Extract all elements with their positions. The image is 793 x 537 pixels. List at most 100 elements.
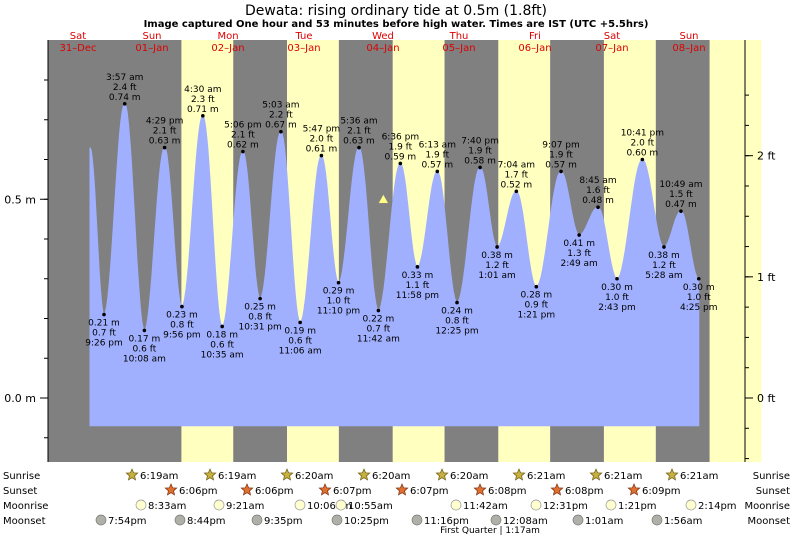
high-tide-feet: 2.2 ft <box>269 111 293 121</box>
moonrise-icon <box>605 499 617 511</box>
low-tide-metres: 0.17 m <box>129 334 161 344</box>
moonrise-time: 12:31pm <box>543 501 588 512</box>
sunset-time: 6:06pm <box>179 486 218 497</box>
day-name: Sat <box>604 31 620 42</box>
low-tide-feet: 0.8 ft <box>445 317 469 327</box>
high-tide-feet: 1.5 ft <box>669 190 693 200</box>
sunset-time: 6:06pm <box>255 486 294 497</box>
high-tide-point <box>319 153 324 158</box>
high-tide-time: 5:03 am <box>262 101 299 111</box>
high-tide-point <box>162 145 167 150</box>
sunrise-time: 6:20am <box>372 471 410 482</box>
sunset-label-left: Sunset <box>3 486 37 497</box>
day-name: Mon <box>217 31 238 42</box>
moonset-time: 11:16pm <box>424 516 469 527</box>
moonrise-time: 11:42am <box>463 501 508 512</box>
sunrise-icon <box>589 468 603 481</box>
sunset-icon <box>627 483 641 496</box>
high-tide-metres: 0.60 m <box>627 149 659 159</box>
sunset-icon <box>318 483 332 496</box>
high-tide-feet: 2.4 ft <box>113 83 137 93</box>
moonset-icon <box>490 514 502 526</box>
low-tide-time: 2:49 am <box>560 259 597 269</box>
moonrise-icon <box>135 499 147 511</box>
day-date: 02–Jan <box>211 43 244 54</box>
low-tide-point <box>180 304 184 309</box>
high-tide-metres: 0.71 m <box>187 105 219 115</box>
high-tide-point <box>241 149 245 154</box>
moonset-time: 1:01am <box>585 516 623 527</box>
high-tide-feet: 2.0 ft <box>310 135 334 145</box>
sunset-time: 6:09pm <box>642 486 681 497</box>
sunrise-label-left: Sunrise <box>3 471 40 482</box>
low-tide-time: 11:10 pm <box>317 307 360 317</box>
low-tide-metres: 0.25 m <box>244 303 276 313</box>
day-name: Sun <box>679 31 698 42</box>
left-tick-label: 0.5 m <box>4 193 36 206</box>
low-tide-point <box>415 265 420 269</box>
moonset-icon <box>251 514 263 526</box>
low-tide-feet: 0.7 ft <box>367 325 391 335</box>
high-tide-feet: 2.1 ft <box>231 131 255 141</box>
high-tide-point <box>398 161 403 166</box>
low-tide-metres: 0.24 m <box>441 307 473 317</box>
sunrise-time: 6:19am <box>218 471 256 482</box>
moonrise-time: 10:06am <box>307 501 352 512</box>
low-tide-point <box>336 280 341 285</box>
high-tide-point <box>122 102 127 106</box>
moonset-time: 9:35pm <box>264 516 303 527</box>
low-tide-metres: 0.38 m <box>648 251 680 261</box>
chart-subtitle: Image captured One hour and 53 minutes b… <box>144 19 649 30</box>
low-tide-time: 9:56 pm <box>163 331 201 341</box>
high-tide-point <box>514 189 519 194</box>
low-tide-feet: 1.0 ft <box>605 293 629 303</box>
high-tide-time: 3:57 am <box>106 73 143 83</box>
right-tick-label: 0 ft <box>757 392 776 405</box>
low-tide-time: 1:21 pm <box>518 311 556 321</box>
low-tide-feet: 0.6 ft <box>210 340 234 350</box>
low-tide-time: 10:35 am <box>201 350 244 360</box>
sunset-icon <box>164 483 178 496</box>
moonrise-time: 1:21pm <box>618 501 657 512</box>
sunset-time: 6:07pm <box>333 486 372 497</box>
low-tide-feet: 1.1 ft <box>406 281 430 291</box>
low-tide-metres: 0.33 m <box>402 271 434 281</box>
high-tide-feet: 2.3 ft <box>191 95 215 105</box>
low-tide-time: 10:31 pm <box>238 323 281 333</box>
right-tick-label: 1 ft <box>757 271 776 284</box>
low-tide-point <box>534 284 539 289</box>
low-tide-feet: 1.0 ft <box>687 293 711 303</box>
low-tide-feet: 1.3 ft <box>567 249 591 259</box>
day-date: 01–Jan <box>135 43 168 54</box>
sunrise-time: 6:20am <box>450 471 488 482</box>
daylight-band <box>709 40 762 462</box>
day-date: 05–Jan <box>442 43 475 54</box>
day-name: Tue <box>294 31 312 42</box>
high-tide-point <box>478 165 482 170</box>
low-tide-point <box>577 233 581 237</box>
moonrise-icon <box>213 499 225 511</box>
sunset-time: 6:08pm <box>488 486 527 497</box>
high-tide-metres: 0.61 m <box>306 145 338 155</box>
moonrise-icon <box>335 499 347 511</box>
high-tide-time: 7:04 am <box>498 160 535 170</box>
moonrise-icon <box>685 499 697 511</box>
high-tide-feet: 1.6 ft <box>586 186 610 196</box>
low-tide-feet: 1.2 ft <box>485 261 509 271</box>
low-tide-time: 1:01 am <box>478 271 515 281</box>
left-tick-label: 0.0 m <box>4 392 36 405</box>
day-date: 07–Jan <box>595 43 628 54</box>
high-tide-time: 8:45 am <box>579 176 616 186</box>
sunset-label-right: Sunset <box>756 486 790 497</box>
high-tide-point <box>640 157 645 162</box>
day-date: 08–Jan <box>672 43 705 54</box>
low-tide-feet: 0.7 ft <box>92 329 116 339</box>
high-tide-feet: 1.9 ft <box>425 150 449 160</box>
high-tide-metres: 0.74 m <box>109 93 141 103</box>
sunset-icon <box>240 483 254 496</box>
sunrise-label-right: Sunrise <box>753 471 790 482</box>
high-tide-time: 4:29 pm <box>146 117 184 127</box>
low-tide-time: 11:06 am <box>279 346 322 356</box>
day-name: Thu <box>449 31 469 42</box>
low-tide-time: 5:28 am <box>645 271 682 281</box>
